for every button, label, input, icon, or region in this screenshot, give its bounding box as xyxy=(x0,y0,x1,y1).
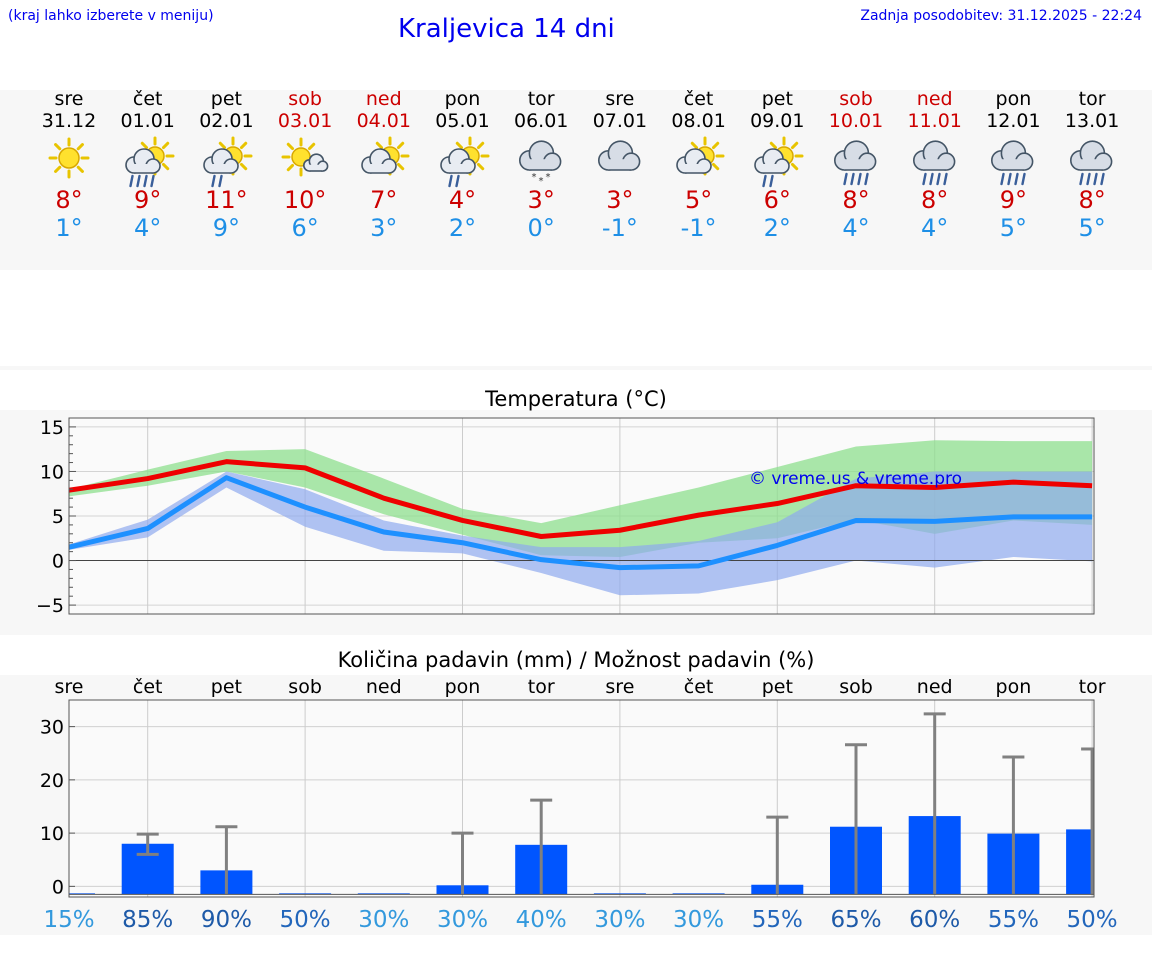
category-label: tor xyxy=(528,676,555,698)
rain-bar xyxy=(279,893,332,895)
rain-bar xyxy=(357,893,410,895)
precipitation-chart-title: Količina padavin (mm) / Možnost padavin … xyxy=(337,648,815,672)
precip-probability: 15% xyxy=(43,907,94,933)
precip-probability: 40% xyxy=(516,907,567,933)
error-whisker xyxy=(530,798,553,895)
y-tick-label: −5 xyxy=(36,595,64,617)
y-tick-label: 20 xyxy=(40,770,64,792)
last-update: Zadnja posodobitev: 31.12.2025 - 22:24 xyxy=(860,8,1142,24)
error-whisker xyxy=(136,832,159,856)
error-whisker xyxy=(215,825,238,895)
plot-frame xyxy=(68,699,1095,898)
separator-band xyxy=(0,366,1152,370)
y-tick-label: 10 xyxy=(40,823,64,845)
rain-bar xyxy=(672,893,725,895)
category-label: pon xyxy=(445,676,481,698)
precip-probability: 50% xyxy=(280,907,331,933)
min-temp-line xyxy=(68,475,1093,571)
precip-probability: 90% xyxy=(201,907,252,933)
category-label: sob xyxy=(839,676,873,698)
y-tick-label: 5 xyxy=(52,506,64,528)
temperature-chart: −5 0 5 10 15 © vreme.us & vreme.pro xyxy=(36,417,1095,617)
category-label: tor xyxy=(1079,676,1106,698)
error-whisker xyxy=(451,831,474,895)
error-whisker xyxy=(1002,755,1025,895)
category-label: pet xyxy=(211,676,242,698)
y-tick-label: 10 xyxy=(40,461,64,483)
rain-bar xyxy=(69,893,95,895)
category-label: ned xyxy=(366,676,402,698)
precip-probability: 55% xyxy=(988,907,1039,933)
precip-probability: 30% xyxy=(673,907,724,933)
category-label: ned xyxy=(917,676,953,698)
precip-probability: 55% xyxy=(752,907,803,933)
y-tick-label: 0 xyxy=(52,876,64,898)
watermark: © vreme.us & vreme.pro xyxy=(749,469,962,489)
error-whisker xyxy=(766,815,789,895)
category-label: sre xyxy=(605,676,634,698)
error-whisker xyxy=(845,743,867,895)
category-label: čet xyxy=(684,676,714,698)
y-tick-label: 0 xyxy=(52,551,64,573)
y-tick-label: 15 xyxy=(40,417,64,439)
min-range-band xyxy=(69,471,1093,596)
precip-probability: 60% xyxy=(909,907,960,933)
y-tick-label: 30 xyxy=(40,717,64,739)
precip-probability: 30% xyxy=(358,907,409,933)
temperature-chart-title: Temperatura (°C) xyxy=(485,387,667,411)
precip-probability: 50% xyxy=(1067,907,1118,933)
rain-bar xyxy=(1066,829,1094,895)
category-label: čet xyxy=(133,676,163,698)
forecast-band xyxy=(0,90,1152,270)
precip-probability: 30% xyxy=(594,907,645,933)
error-whisker xyxy=(1081,747,1094,895)
max-temp-line xyxy=(68,459,1093,539)
precip-probability: 30% xyxy=(437,907,488,933)
location-hint: (kraj lahko izberete v meniju) xyxy=(8,8,214,24)
precip-probability: 85% xyxy=(122,907,173,933)
precipitation-chart: sre čet pet sob ned pon tor sre čet pet sob ned pon t… xyxy=(40,676,1118,933)
page-title: Kraljevica 14 dni xyxy=(398,14,615,44)
category-label: pet xyxy=(762,676,793,698)
max-range-band xyxy=(69,440,1093,557)
category-label: sre xyxy=(55,676,84,698)
category-label: sob xyxy=(288,676,322,698)
category-label: pon xyxy=(996,676,1032,698)
precip-probability: 65% xyxy=(830,907,881,933)
error-whisker xyxy=(923,712,946,895)
rain-bar xyxy=(593,893,646,895)
